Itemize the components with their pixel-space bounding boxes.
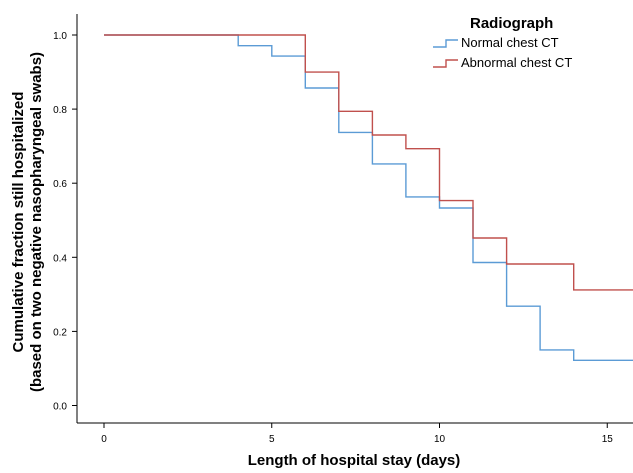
y-tick-label: 0.0 (53, 402, 67, 413)
legend-label-abnormal: Abnormal chest CT (461, 55, 572, 70)
legend-symbol-abnormal (433, 59, 458, 68)
y-axis-title-line2: (based on two negative nasopharyngeal sw… (28, 52, 45, 392)
y-tick-label: 0.6 (53, 179, 67, 190)
series-layer (104, 34, 633, 361)
y-tick-label: 0.4 (53, 253, 67, 264)
x-axis-title: Length of hospital stay (days) (248, 452, 461, 469)
x-tick-label: 10 (434, 434, 446, 445)
legend: Radiograph Normal chest CT Abnormal ches… (433, 15, 572, 70)
series-line-abnormal (104, 34, 633, 291)
series-line-normal (104, 34, 633, 361)
x-tick-label: 5 (269, 434, 275, 445)
x-tick-label: 15 (602, 434, 614, 445)
y-tick-label: 0.2 (53, 327, 67, 338)
legend-symbol-normal (433, 39, 458, 48)
y-tick-label: 0.8 (53, 105, 67, 116)
legend-title: Radiograph (470, 15, 553, 32)
legend-label-normal: Normal chest CT (461, 35, 559, 50)
x-tick-label: 0 (101, 434, 107, 445)
y-axis-ticks: 0.0 0.2 0.4 0.6 0.8 1.0 (53, 31, 77, 413)
x-axis-ticks: 051015202530 (101, 423, 614, 445)
y-axis-title: Cumulative fraction still hospitalized (… (10, 52, 45, 392)
y-tick-label: 1.0 (53, 31, 67, 42)
y-axis-title-line1: Cumulative fraction still hospitalized (10, 92, 27, 353)
